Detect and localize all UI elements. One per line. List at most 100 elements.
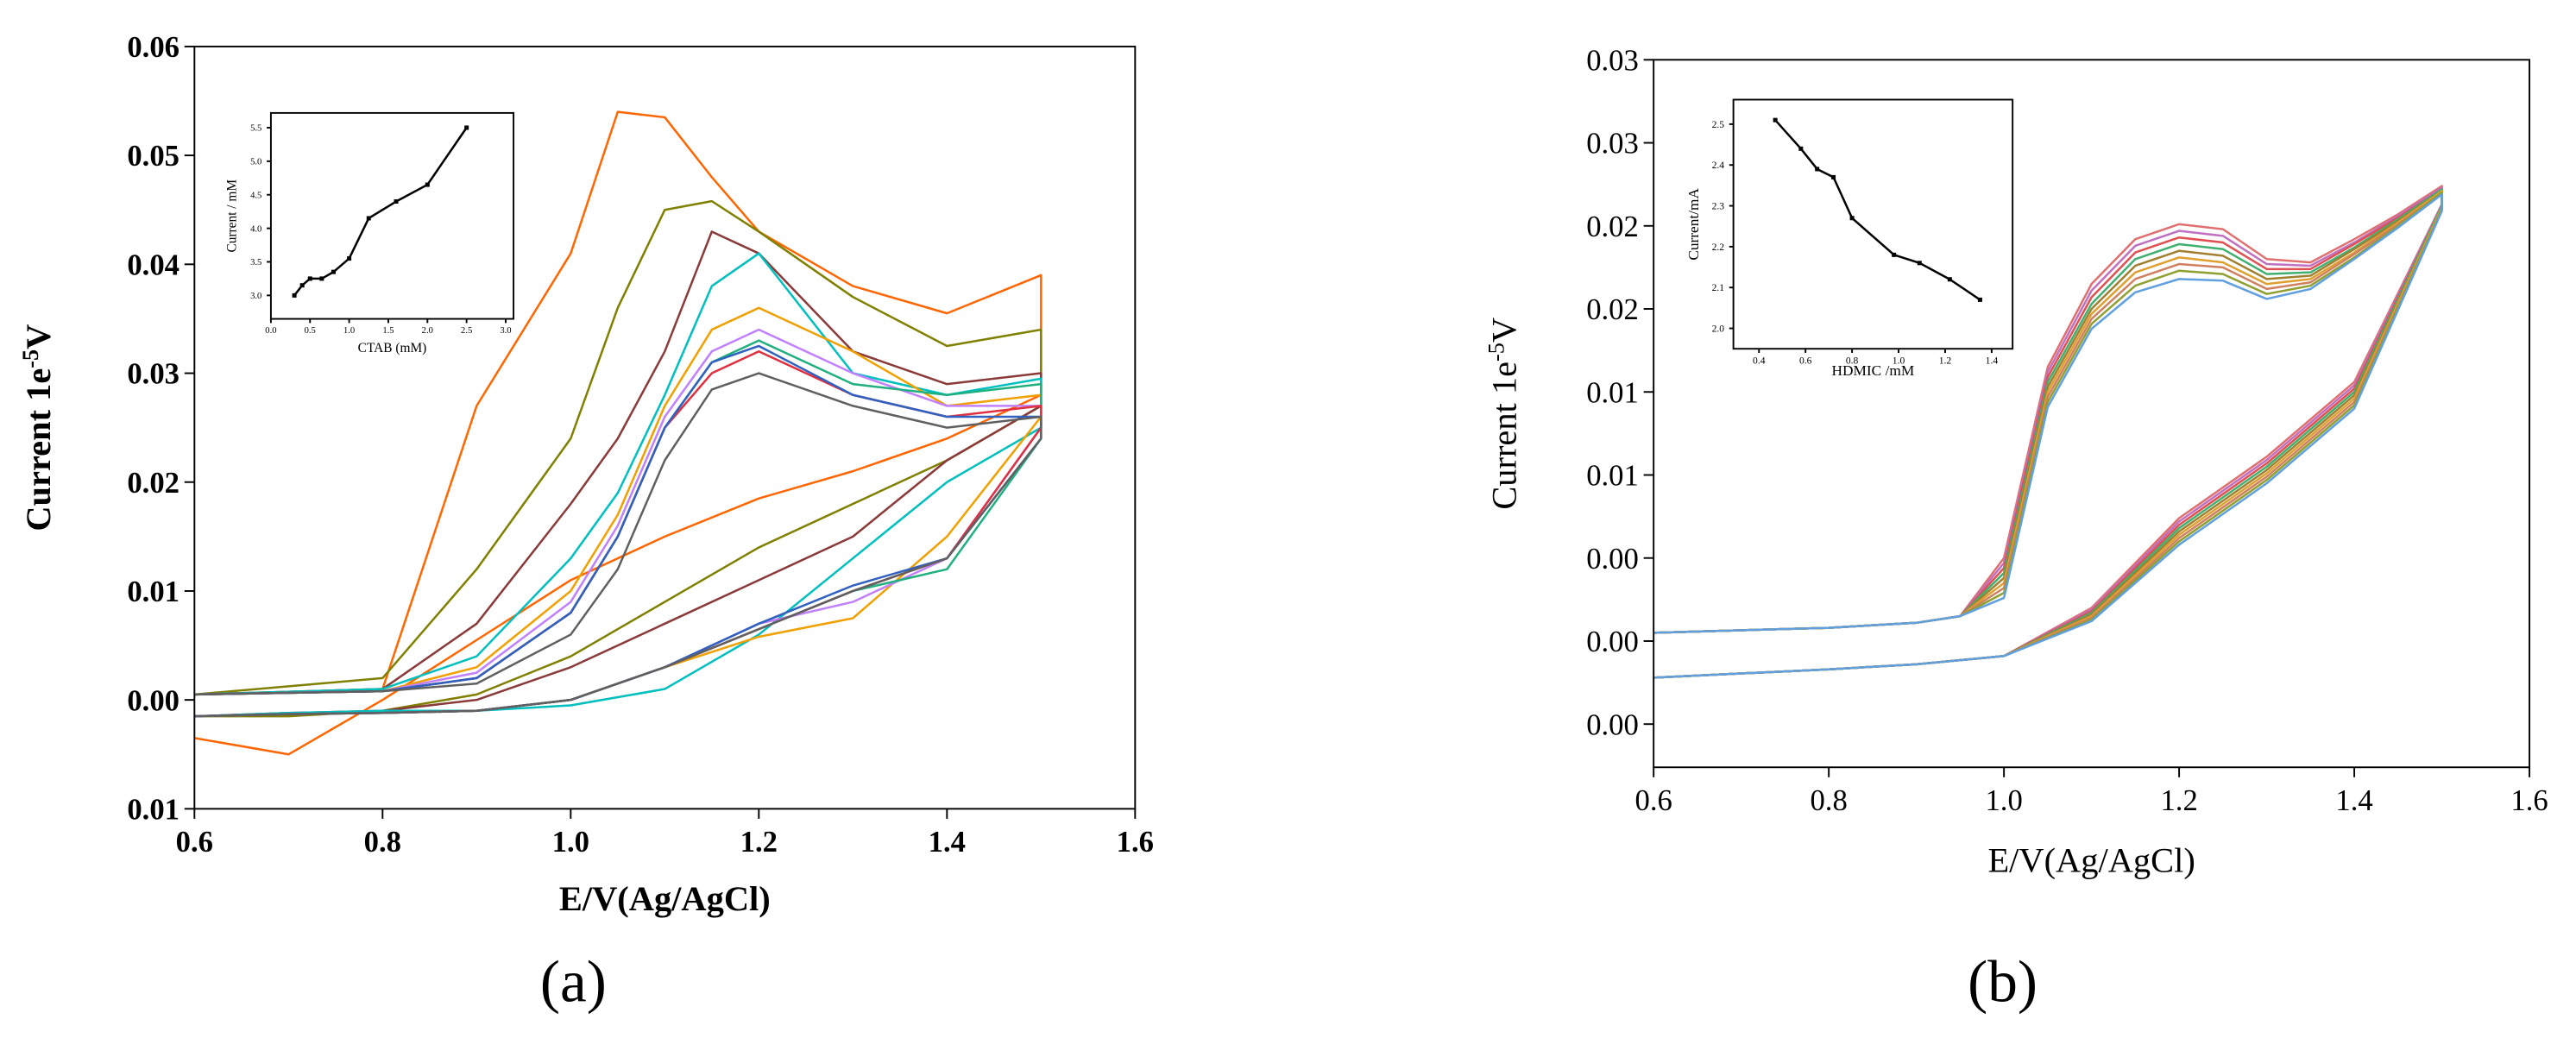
y-tick-label: 0.00	[1586, 626, 1639, 658]
y-tick-label: 0.00	[1586, 543, 1639, 576]
cv-curve	[194, 306, 1042, 718]
y-tick-label: 0.01	[127, 794, 180, 827]
x-tick-label: 1.0	[552, 826, 589, 859]
inset-background	[270, 112, 514, 319]
inset-line	[293, 127, 468, 297]
inset-marker	[331, 269, 336, 274]
cv-curve	[1653, 190, 2443, 679]
y-axis-label-part: -5	[17, 349, 42, 368]
cv-curve	[1653, 188, 2443, 679]
y-tick-label: 0.00	[1586, 708, 1639, 741]
y-tick-label: 4.0	[250, 224, 261, 234]
inset-marker	[1892, 252, 1897, 257]
cv-curve	[194, 110, 1042, 756]
cv-curve	[1653, 188, 2443, 679]
inset-marker	[299, 283, 305, 288]
y-axis-label-part: Current / mM	[224, 179, 239, 253]
y-tick-label: 2.1	[1712, 283, 1725, 293]
plot-frame	[1653, 59, 2531, 769]
cv-curve	[1653, 192, 2443, 679]
x-axis-label: HDMIC /mM	[1832, 362, 1915, 379]
inset-marker	[319, 276, 324, 281]
cv-curve	[1653, 192, 2443, 679]
inset-marker	[425, 182, 430, 187]
x-tick-label: 1.0	[1893, 356, 1905, 367]
y-tick-label: 0.05	[127, 140, 180, 173]
y-tick-label: 2.2	[1712, 242, 1725, 253]
y-axis-label-part: Current 1e	[1484, 362, 1523, 510]
x-tick-label: 1.0	[343, 326, 355, 336]
x-tick-label: 1.4	[1986, 356, 1999, 367]
plot-frame	[269, 111, 515, 320]
x-tick-label: 0.8	[1846, 356, 1859, 367]
y-tick-label: 0.00	[127, 684, 180, 717]
x-tick-label: 0.0	[265, 326, 276, 336]
x-tick-label: 1.6	[1117, 826, 1154, 859]
y-axis-label: Current/mA	[1685, 188, 1702, 261]
x-tick-label: 0.6	[176, 826, 213, 859]
y-axis-label-part: -5	[1483, 343, 1508, 362]
y-axis-label-part: V	[1484, 318, 1523, 343]
inset-marker	[464, 125, 469, 130]
cv-curve	[1653, 190, 2443, 679]
x-axis-label: CTAB (mM)	[358, 341, 427, 355]
inset-marker	[394, 199, 399, 204]
cv-curve	[1653, 185, 2443, 679]
x-tick-label: 0.8	[1810, 784, 1847, 817]
cv-curve	[194, 372, 1042, 718]
cv-curve	[194, 344, 1042, 718]
cv-curve	[194, 339, 1042, 718]
inset-marker	[292, 293, 297, 298]
y-tick-label: 2.3	[1712, 202, 1725, 212]
x-tick-label: 2.5	[461, 326, 472, 336]
panel-caption: (b)	[1968, 948, 2037, 1015]
x-tick-label: 0.8	[364, 826, 401, 859]
y-tick-label: 0.04	[127, 248, 180, 281]
y-tick-label: 0.03	[1586, 44, 1639, 77]
x-tick-label: 1.4	[2335, 784, 2372, 817]
x-tick-label: 1.4	[929, 826, 966, 859]
y-tick-label: 2.5	[1712, 120, 1725, 130]
x-tick-label: 0.4	[1753, 356, 1766, 367]
cv-curve	[194, 199, 1042, 718]
x-axis-label: E/V(Ag/AgCl)	[1987, 841, 2195, 880]
y-tick-label: 2.4	[1712, 160, 1725, 171]
x-tick-label: 0.6	[1799, 356, 1812, 367]
x-tick-label: 1.0	[1985, 784, 2022, 817]
cv-curve	[194, 252, 1042, 718]
y-tick-label: 3.0	[250, 292, 261, 301]
y-tick-label: 0.06	[127, 31, 180, 64]
y-tick-label: 3.5	[250, 258, 261, 267]
y-tick-label: 0.01	[1586, 460, 1639, 493]
inset-marker	[1917, 261, 1922, 266]
inset-marker	[1798, 146, 1804, 151]
x-tick-label: 2.0	[422, 326, 433, 336]
y-tick-label: 0.02	[1586, 211, 1639, 243]
y-axis-label-part: Current 1e	[19, 368, 58, 532]
cv-curve	[1653, 192, 2443, 679]
plot-frame	[1732, 98, 2014, 350]
y-tick-label: 0.03	[127, 358, 180, 391]
cv-curve	[194, 230, 1042, 718]
plot-frame	[193, 45, 1137, 810]
inset-marker	[347, 256, 352, 261]
cv-curve	[1653, 186, 2443, 679]
y-tick-label: 0.01	[1586, 376, 1639, 409]
panel-caption: (a)	[540, 948, 607, 1015]
y-tick-label: 0.01	[127, 576, 180, 608]
inset-marker	[1815, 167, 1820, 172]
x-tick-label: 1.2	[740, 826, 778, 859]
x-axis-label: E/V(Ag/AgCl)	[559, 879, 771, 918]
y-tick-label: 0.02	[1586, 293, 1639, 326]
x-tick-label: 3.0	[500, 326, 511, 336]
y-tick-label: 0.02	[127, 467, 180, 500]
x-tick-label: 1.2	[1939, 356, 1952, 367]
y-tick-label: 0.03	[1586, 128, 1639, 160]
x-tick-label: 1.5	[382, 326, 394, 336]
y-tick-label: 5.5	[250, 124, 261, 134]
y-axis-label: Current 1e-5V	[1483, 318, 1524, 510]
inset-marker	[1773, 117, 1778, 123]
x-tick-label: 0.5	[305, 326, 316, 336]
y-axis-label: Current / mM	[224, 179, 239, 253]
